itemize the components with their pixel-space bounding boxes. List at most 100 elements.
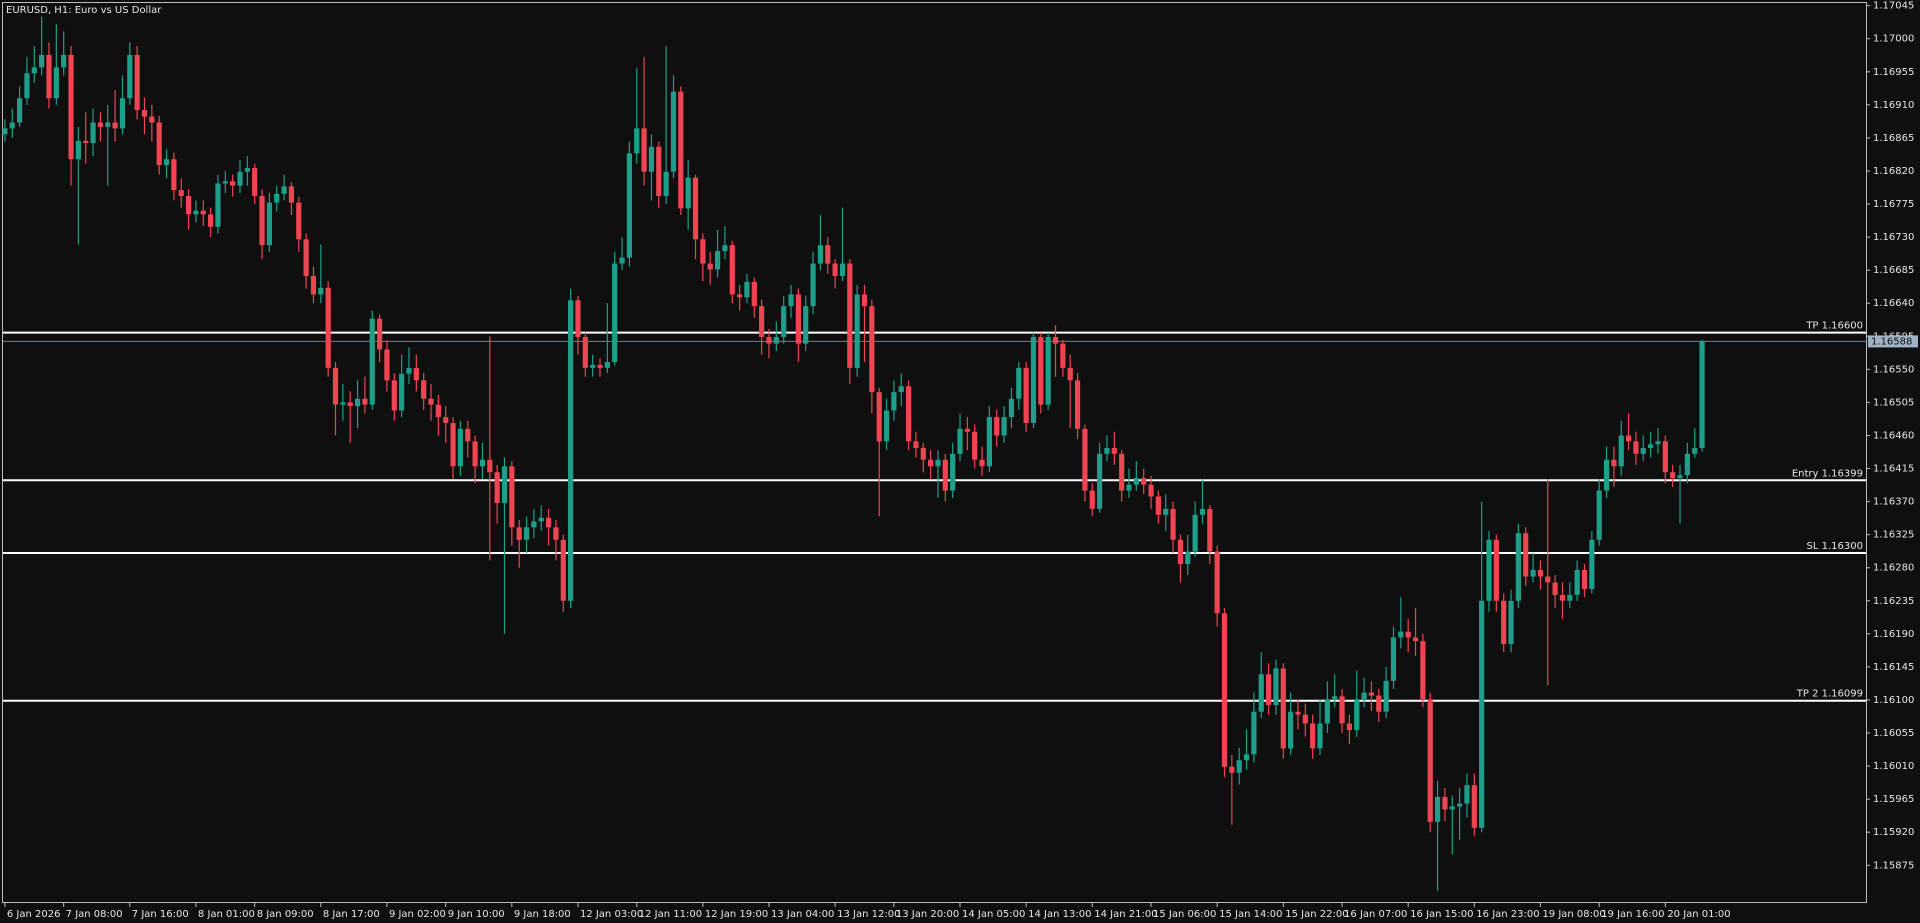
x-tick-label: 12 Jan 19:00 <box>705 909 768 920</box>
candle-body <box>479 459 486 467</box>
candle-body <box>509 466 515 528</box>
candle-body <box>193 210 199 215</box>
candle-body <box>619 257 625 264</box>
candle-body <box>1471 785 1477 828</box>
candle-body <box>105 122 111 127</box>
y-tick-label: 1.16640 <box>1873 298 1914 309</box>
candle-body <box>1442 796 1448 810</box>
candle-body <box>1288 711 1294 749</box>
candle-body <box>281 186 287 194</box>
candle-body <box>1640 447 1646 454</box>
candle-body <box>707 263 713 270</box>
candle-body <box>1221 613 1228 767</box>
candle-body <box>435 404 441 418</box>
candle-body <box>817 245 824 264</box>
candle-body <box>303 239 309 277</box>
candle-body <box>97 122 104 127</box>
candle-body <box>1390 637 1397 681</box>
candle-body <box>604 362 610 368</box>
candle-body <box>1603 459 1610 491</box>
candle-body <box>759 306 765 338</box>
x-tick-label: 7 Jan 16:00 <box>132 909 189 920</box>
candle-body <box>678 91 684 209</box>
candle-body <box>1332 696 1338 700</box>
chart-title: EURUSD, H1: Euro vs US Dollar <box>6 5 162 16</box>
candle-body <box>920 447 926 460</box>
x-tick-label: 8 Jan 09:00 <box>257 909 314 920</box>
candle-body <box>1493 539 1499 601</box>
candle-body <box>663 171 669 196</box>
candle-body <box>1567 594 1573 601</box>
candle-body <box>1111 447 1117 454</box>
candle-body <box>222 181 228 184</box>
candle-body <box>1185 551 1191 565</box>
candle-body <box>803 306 809 344</box>
candle-body <box>171 159 177 191</box>
candle-body <box>443 417 449 423</box>
x-tick-label: 12 Jan 11:00 <box>639 909 702 920</box>
candle-body <box>90 122 96 144</box>
y-tick-label: 1.16730 <box>1873 232 1914 243</box>
candle-body <box>1398 631 1404 638</box>
candle-body <box>1633 441 1639 454</box>
candle-body <box>1559 594 1566 601</box>
candle-body <box>737 294 743 298</box>
candle-body <box>714 251 721 270</box>
x-tick-label: 14 Jan 21:00 <box>1094 909 1157 920</box>
candle-body <box>1479 600 1485 828</box>
candle-body <box>134 54 140 110</box>
candle-body <box>1052 337 1059 344</box>
x-tick-label: 15 Jan 06:00 <box>1153 909 1216 920</box>
candle-body <box>296 202 302 240</box>
candle-body <box>751 281 757 307</box>
candle-body <box>1368 692 1375 696</box>
candle-body <box>1486 539 1492 601</box>
candle-body <box>685 177 691 209</box>
candle-body <box>1339 696 1345 724</box>
candle-body <box>1258 674 1264 712</box>
candle-body <box>215 183 221 227</box>
candle-body <box>31 67 37 74</box>
candle-body <box>935 459 941 467</box>
candle-body <box>1280 668 1286 749</box>
candle-body <box>421 380 427 399</box>
candle-body <box>656 146 662 196</box>
y-tick-label: 1.16775 <box>1873 199 1914 210</box>
y-tick-label: 1.16100 <box>1873 695 1914 706</box>
candle-body <box>413 367 419 381</box>
candle-body <box>1214 551 1220 614</box>
candle-body <box>1434 796 1441 822</box>
candle-body <box>310 276 317 295</box>
candle-body <box>112 122 118 129</box>
candle-body <box>244 168 250 172</box>
candle-body <box>450 422 456 467</box>
candle-body <box>428 398 434 405</box>
candle-body <box>883 410 890 442</box>
y-tick-label: 1.16370 <box>1873 497 1914 508</box>
candle-body <box>847 263 853 368</box>
x-tick-label: 12 Jan 03:00 <box>580 909 643 920</box>
x-tick-label: 9 Jan 18:00 <box>514 909 571 920</box>
candle-body <box>560 539 566 601</box>
candle-body <box>1670 472 1676 479</box>
candle-body <box>24 73 30 99</box>
candle-body <box>1163 508 1169 515</box>
candle-body <box>854 294 860 368</box>
x-tick-label: 16 Jan 15:00 <box>1410 909 1473 920</box>
candle-body <box>898 386 904 393</box>
candle-body <box>1383 680 1389 712</box>
candle-body <box>1596 490 1602 540</box>
candle-body <box>318 287 324 295</box>
candle-body <box>1060 343 1066 368</box>
level-label: Entry 1.16399 <box>1792 468 1863 479</box>
x-tick-label: 9 Jan 02:00 <box>389 909 446 920</box>
candle-body <box>788 294 794 307</box>
candle-body <box>516 527 522 540</box>
candle-body <box>1354 699 1360 731</box>
candle-body <box>1589 539 1595 590</box>
y-tick-label: 1.16505 <box>1873 397 1914 408</box>
x-tick-label: 19 Jan 08:00 <box>1542 909 1605 920</box>
candle-body <box>538 517 544 522</box>
